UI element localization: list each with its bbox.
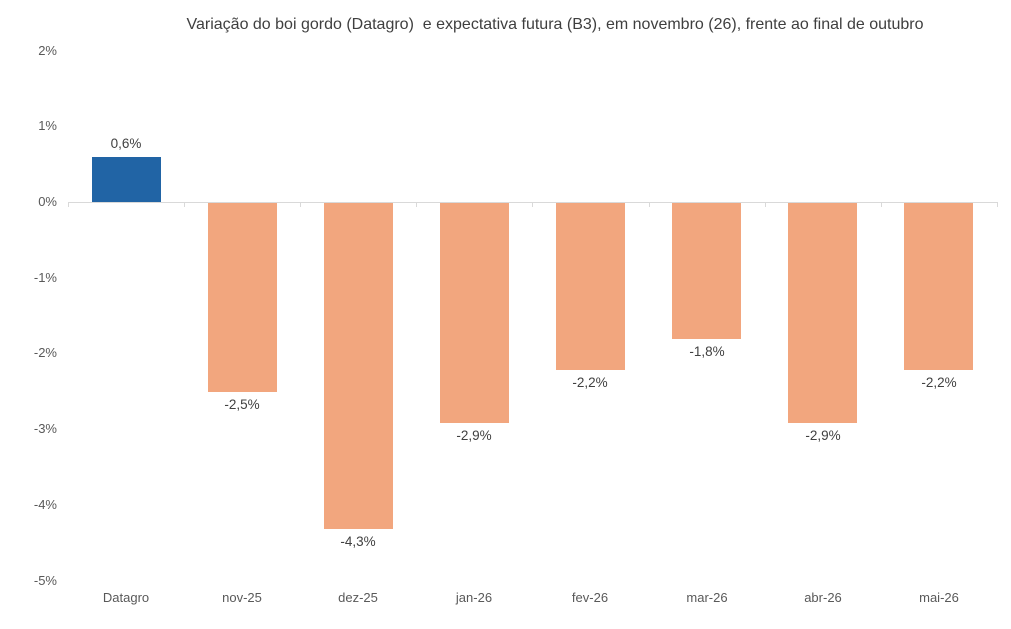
bar-value-label: -4,3% — [340, 534, 376, 549]
axis-tick-mark — [416, 202, 417, 207]
x-axis-label: nov-25 — [222, 590, 262, 605]
y-axis-label: -5% — [33, 572, 57, 588]
bar-value-label: -2,2% — [572, 375, 608, 390]
axis-tick-mark — [765, 202, 766, 207]
bar-nov-25 — [208, 203, 277, 392]
chart-title: Variação do boi gordo (Datagro) e expect… — [186, 16, 924, 33]
axis-tick-mark — [300, 202, 301, 207]
bar-mai-26 — [904, 203, 973, 370]
x-axis-label: jan-26 — [455, 590, 493, 605]
x-axis-label: Datagro — [102, 590, 150, 605]
y-axis-label: 2% — [38, 42, 57, 58]
bar-value-label: 0,6% — [110, 136, 142, 151]
bar-value-label: -2,9% — [456, 428, 492, 443]
bar-value-label: -2,2% — [921, 375, 957, 390]
x-axis-label: abr-26 — [804, 590, 842, 605]
x-axis-label: fev-26 — [571, 590, 609, 605]
axis-tick-mark — [649, 202, 650, 207]
bar-value-label: -2,9% — [805, 428, 841, 443]
y-axis-label: -2% — [33, 345, 57, 361]
bar-mar-26 — [672, 203, 741, 339]
axis-tick-mark — [997, 202, 998, 207]
y-axis-label: -3% — [33, 421, 57, 437]
axis-tick-mark — [532, 202, 533, 207]
bar-jan-26 — [440, 203, 509, 423]
y-axis-label: -4% — [33, 496, 57, 512]
bar-datagro — [92, 157, 161, 202]
bar-abr-26 — [788, 203, 857, 423]
bar-value-label: -2,5% — [224, 397, 260, 412]
y-axis-label: 0% — [38, 194, 57, 209]
axis-tick-mark — [184, 202, 185, 207]
y-axis-label: 1% — [38, 118, 57, 134]
x-axis-label: dez-25 — [338, 590, 378, 605]
axis-tick-mark — [68, 202, 69, 207]
x-axis-label: mar-26 — [686, 590, 728, 605]
y-axis-label: -1% — [33, 269, 57, 285]
bar-dez-25 — [324, 203, 393, 529]
bar-fev-26 — [556, 203, 625, 370]
axis-tick-mark — [881, 202, 882, 207]
bar-value-label: -1,8% — [689, 344, 725, 359]
x-axis-label: mai-26 — [919, 590, 959, 605]
